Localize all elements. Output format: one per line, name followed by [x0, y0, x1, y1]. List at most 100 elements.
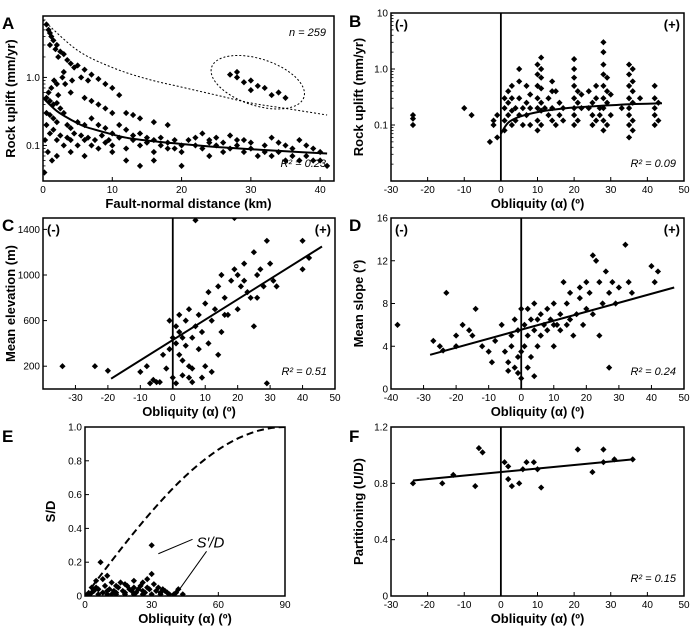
- data-point: [43, 109, 50, 117]
- data-point: [524, 305, 531, 312]
- data-point: [494, 134, 501, 141]
- data-point: [52, 46, 59, 53]
- data-point: [192, 134, 199, 141]
- data-point: [199, 145, 206, 152]
- x-tick-label: -10: [457, 600, 472, 611]
- data-point: [615, 284, 622, 291]
- data-point: [436, 343, 443, 350]
- data-point: [625, 279, 632, 286]
- data-point: [102, 124, 109, 132]
- data-point: [296, 136, 303, 144]
- data-point: [171, 145, 178, 152]
- data-point: [578, 105, 585, 112]
- data-point: [469, 332, 476, 339]
- data-point: [553, 321, 561, 328]
- data-point: [213, 134, 220, 141]
- data-point: [156, 379, 163, 386]
- data-point: [508, 332, 515, 339]
- data-point: [220, 148, 227, 156]
- data-point: [215, 351, 222, 358]
- data-point: [654, 268, 662, 275]
- data-point: [95, 121, 102, 129]
- data-point: [485, 348, 492, 355]
- data-layer: [59, 218, 323, 387]
- y-tick-label: 1.2: [374, 423, 388, 434]
- data-point: [566, 316, 574, 323]
- data-point: [119, 587, 126, 595]
- data-point: [505, 99, 512, 106]
- data-point: [512, 105, 519, 112]
- y-tick-label: 10: [377, 9, 389, 20]
- data-point: [250, 323, 257, 330]
- data-point: [143, 134, 151, 141]
- x-tick-label: 40: [642, 600, 654, 611]
- data-point: [228, 277, 235, 284]
- data-point: [505, 359, 512, 366]
- data-point: [199, 130, 206, 137]
- data-point: [237, 283, 245, 290]
- data-point: [44, 148, 51, 156]
- data-point: [651, 105, 658, 112]
- data-point: [527, 353, 535, 361]
- plot-frame: [390, 217, 685, 390]
- x-tick-label: 0: [82, 600, 88, 611]
- data-point: [113, 591, 120, 596]
- data-point: [53, 152, 60, 160]
- data-point: [508, 82, 515, 89]
- data-point: [282, 94, 289, 101]
- data-point: [534, 127, 541, 134]
- x-tick-label: 0: [170, 393, 176, 404]
- data-point: [144, 584, 151, 591]
- data-point: [498, 321, 505, 328]
- data-point: [625, 112, 633, 119]
- data-point: [518, 305, 525, 312]
- data-point: [468, 112, 475, 119]
- data-point: [247, 294, 254, 301]
- data-point: [164, 121, 171, 129]
- data-point: [603, 74, 611, 81]
- data-point: [585, 105, 592, 112]
- data-point: [108, 579, 115, 586]
- x-tick-label: 50: [678, 185, 690, 196]
- y-tick-label: 0.8: [374, 479, 388, 490]
- data-point: [571, 112, 578, 119]
- data-point: [109, 109, 116, 117]
- data-point: [505, 112, 512, 119]
- data-point: [137, 368, 144, 375]
- data-point: [150, 119, 157, 126]
- data-point: [574, 446, 581, 453]
- data-point: [182, 342, 189, 349]
- data-point: [268, 152, 275, 160]
- data-point: [268, 134, 275, 141]
- data-point: [603, 88, 611, 95]
- data-point: [593, 82, 600, 89]
- data-point: [59, 363, 66, 370]
- data-point: [211, 306, 219, 313]
- data-point: [60, 68, 67, 76]
- data-point: [171, 136, 178, 144]
- data-point: [472, 305, 479, 312]
- data-point: [538, 121, 545, 129]
- data-point: [534, 71, 541, 78]
- data-point: [155, 584, 162, 591]
- data-point: [524, 332, 531, 339]
- y-axis-label: Rock uplift (mm/yr): [3, 39, 18, 157]
- x-tick-label: -20: [449, 393, 464, 404]
- data-point: [625, 82, 633, 89]
- data-point: [600, 61, 607, 68]
- data-point: [109, 142, 116, 149]
- data-point: [71, 64, 78, 71]
- data-point: [93, 584, 100, 591]
- data-point: [303, 142, 310, 149]
- data-point: [60, 109, 67, 117]
- data-point: [651, 279, 658, 286]
- r-squared-label: R² = 0.51: [281, 366, 327, 378]
- data-point: [176, 311, 183, 318]
- data-point: [570, 332, 577, 339]
- x-tick-label: 50: [678, 393, 690, 404]
- data-point: [534, 105, 541, 112]
- data-point: [511, 316, 518, 323]
- data-point: [527, 105, 534, 112]
- plot-frame: [84, 426, 286, 597]
